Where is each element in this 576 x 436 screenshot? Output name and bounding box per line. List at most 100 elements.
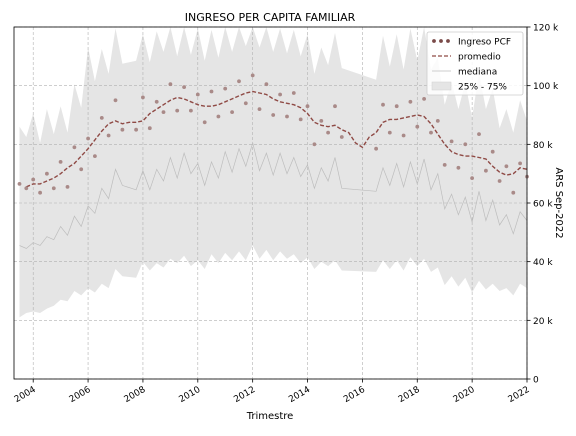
ingreso-point xyxy=(394,104,399,109)
legend-swatch-band xyxy=(431,81,452,91)
ingreso-point xyxy=(484,168,488,173)
ingreso-point xyxy=(326,130,330,135)
series-layer xyxy=(17,73,529,249)
ingreso-point xyxy=(24,186,29,191)
chart-title: INGRESO PER CAPITA FAMILIAR xyxy=(185,11,356,24)
ingreso-point xyxy=(209,89,214,94)
ingreso-point xyxy=(99,116,104,120)
band-layer xyxy=(19,27,527,318)
legend-swatch-ingreso xyxy=(439,39,443,43)
ingreso-point xyxy=(291,91,296,95)
ingreso-point xyxy=(285,114,289,119)
ingreso-point xyxy=(161,110,166,114)
ingreso-point xyxy=(477,132,481,137)
ingreso-point xyxy=(298,117,303,122)
x-tick-label: 2014 xyxy=(287,385,312,405)
x-tick-label: 2008 xyxy=(123,385,148,405)
ingreso-point xyxy=(319,119,324,123)
ingreso-point xyxy=(17,182,22,186)
x-tick-label: 2006 xyxy=(68,385,93,405)
ingreso-point xyxy=(374,146,378,151)
ingreso-point xyxy=(504,164,509,169)
x-tick-label: 2016 xyxy=(342,385,367,405)
ingreso-point xyxy=(456,165,461,170)
legend-box xyxy=(426,31,524,96)
ingreso-point xyxy=(237,79,241,84)
x-axis-label: Trimestre xyxy=(246,411,294,422)
legend: Ingreso PCF promedio mediana 25% - 75% xyxy=(426,31,524,96)
ingreso-point xyxy=(381,102,385,107)
ingreso-point xyxy=(408,99,413,104)
ingreso-point xyxy=(168,82,173,87)
legend-label: 25% - 75% xyxy=(458,83,507,93)
ingreso-point xyxy=(175,108,180,113)
legend-label: Ingreso PCF xyxy=(458,38,511,48)
ingreso-point xyxy=(429,130,433,135)
y-axis-label: ARS Sep-2022 xyxy=(553,167,564,238)
ingreso-point xyxy=(58,160,63,164)
ingreso-point xyxy=(387,130,392,135)
ingreso-point xyxy=(401,133,406,138)
ingreso-point xyxy=(415,124,420,129)
x-tick-label: 2012 xyxy=(232,385,257,405)
ingreso-point xyxy=(271,113,276,117)
ingreso-point xyxy=(470,176,474,181)
ingreso-point xyxy=(141,95,145,100)
ingreso-point xyxy=(189,108,193,113)
ingreso-point xyxy=(38,190,42,195)
legend-label: promedio xyxy=(458,53,501,63)
ingreso-point xyxy=(134,127,139,132)
x-tick-label: 2004 xyxy=(13,385,38,405)
ingreso-point xyxy=(243,101,248,106)
ingreso-point xyxy=(93,154,97,159)
legend-swatch-ingreso xyxy=(446,39,450,43)
ingreso-point xyxy=(490,149,495,154)
ingreso-point xyxy=(106,133,111,138)
ingreso-point xyxy=(113,98,118,103)
ingreso-point xyxy=(216,114,221,119)
x-tick-label: 2022 xyxy=(507,385,532,405)
ingreso-point xyxy=(312,142,317,147)
y-tick-label: 120 k xyxy=(533,24,559,34)
x-tick-label: 2018 xyxy=(397,385,422,405)
ingreso-point xyxy=(202,120,207,125)
ingreso-point xyxy=(45,171,49,176)
ingreso-point xyxy=(51,186,56,191)
ingreso-point xyxy=(257,107,262,111)
ingreso-point xyxy=(250,73,255,78)
ingreso-point xyxy=(442,163,447,167)
ingreso-point xyxy=(435,119,440,123)
ingreso-point xyxy=(120,127,125,132)
ingreso-point xyxy=(264,82,269,87)
promedio-line xyxy=(26,90,528,188)
y-tick-label: 20 k xyxy=(533,317,553,327)
ingreso-point xyxy=(230,110,235,114)
ingreso-point xyxy=(449,139,454,144)
ingreso-point xyxy=(333,104,337,109)
y-tick-label: 80 k xyxy=(533,141,553,151)
ingreso-point xyxy=(147,126,152,131)
ingreso-point xyxy=(65,185,70,189)
ingreso-point xyxy=(463,142,468,147)
legend-swatch-ingreso xyxy=(432,39,436,43)
x-tick-label: 2010 xyxy=(177,385,202,405)
ingreso-point xyxy=(422,97,426,101)
ingreso-point xyxy=(511,190,516,195)
ingreso-point xyxy=(518,161,522,166)
ingreso-point xyxy=(339,135,344,139)
ingreso-point xyxy=(278,92,282,97)
ingreso-point xyxy=(72,145,77,150)
ingreso-point xyxy=(79,167,84,172)
ingreso-point xyxy=(305,104,310,109)
ingreso-point xyxy=(223,86,228,91)
y-tick-label: 60 k xyxy=(533,200,553,210)
iqr-band xyxy=(19,27,527,318)
ingreso-point xyxy=(154,99,159,104)
y-tick-label: 40 k xyxy=(533,258,553,268)
x-tick-label: 2020 xyxy=(452,385,477,405)
ingreso-point xyxy=(182,85,187,89)
ingreso-point xyxy=(195,92,200,97)
ingreso-point xyxy=(86,136,90,141)
